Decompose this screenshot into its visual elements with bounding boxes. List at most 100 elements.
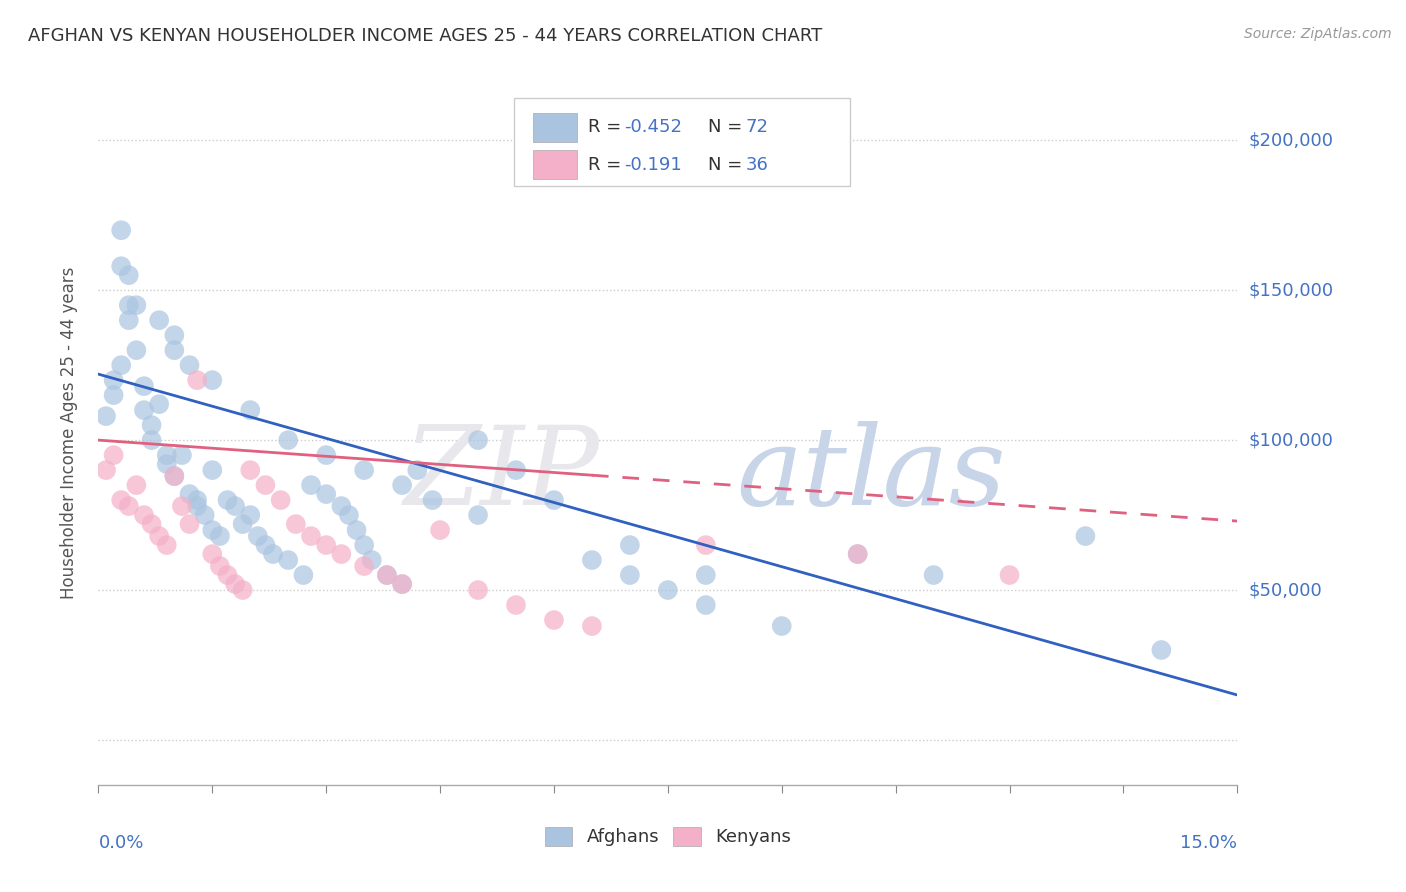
Point: [110, 259, 132, 273]
Point: [201, 547, 224, 561]
Point: [284, 517, 307, 532]
Point: [619, 568, 641, 582]
Point: [262, 547, 284, 561]
Point: [998, 568, 1021, 582]
Text: R =: R =: [588, 155, 627, 174]
Point: [118, 499, 141, 513]
Point: [156, 538, 179, 552]
Point: [132, 379, 155, 393]
Text: $50,000: $50,000: [1249, 581, 1323, 599]
Point: [299, 529, 322, 543]
Point: [846, 547, 869, 561]
Point: [467, 433, 489, 447]
Point: [201, 463, 224, 477]
Point: [110, 493, 132, 508]
FancyBboxPatch shape: [533, 150, 576, 179]
Point: [103, 448, 125, 462]
Text: 36: 36: [745, 155, 768, 174]
Text: N =: N =: [707, 119, 748, 136]
Point: [337, 508, 360, 522]
Point: [581, 553, 603, 567]
Text: ZIP: ZIP: [404, 421, 599, 529]
Point: [217, 493, 239, 508]
Point: [270, 493, 292, 508]
Point: [163, 328, 186, 343]
Point: [1074, 529, 1097, 543]
Point: [125, 298, 148, 312]
Point: [224, 577, 246, 591]
Point: [315, 538, 337, 552]
Point: [353, 463, 375, 477]
Text: 15.0%: 15.0%: [1180, 834, 1237, 852]
Point: [346, 523, 368, 537]
Point: [232, 517, 254, 532]
Point: [118, 313, 141, 327]
Point: [103, 373, 125, 387]
Point: [224, 499, 246, 513]
Point: [194, 508, 217, 522]
Point: [277, 553, 299, 567]
Point: [201, 373, 224, 387]
Text: 0.0%: 0.0%: [98, 834, 143, 852]
Point: [94, 463, 117, 477]
Point: [118, 268, 141, 283]
Point: [163, 469, 186, 483]
Point: [922, 568, 945, 582]
Point: [148, 529, 170, 543]
Text: R =: R =: [588, 119, 627, 136]
Point: [94, 409, 117, 424]
Point: [141, 418, 163, 433]
Point: [125, 478, 148, 492]
Point: [239, 403, 262, 417]
Point: [186, 493, 208, 508]
Point: [179, 358, 201, 372]
Point: [103, 388, 125, 402]
Point: [581, 619, 603, 633]
Point: [353, 559, 375, 574]
Point: [232, 582, 254, 597]
Point: [619, 538, 641, 552]
Point: [179, 487, 201, 501]
Text: atlas: atlas: [737, 421, 1005, 529]
Point: [170, 448, 193, 462]
Y-axis label: Householder Income Ages 25 - 44 years: Householder Income Ages 25 - 44 years: [59, 267, 77, 599]
Point: [695, 538, 717, 552]
FancyBboxPatch shape: [515, 98, 851, 186]
Point: [110, 223, 132, 237]
Text: -0.191: -0.191: [624, 155, 682, 174]
Point: [543, 493, 565, 508]
Text: $150,000: $150,000: [1249, 281, 1334, 299]
Point: [217, 568, 239, 582]
Text: AFGHAN VS KENYAN HOUSEHOLDER INCOME AGES 25 - 44 YEARS CORRELATION CHART: AFGHAN VS KENYAN HOUSEHOLDER INCOME AGES…: [28, 27, 823, 45]
Point: [186, 373, 208, 387]
Point: [239, 508, 262, 522]
FancyBboxPatch shape: [533, 112, 576, 142]
Point: [110, 358, 132, 372]
Text: 72: 72: [745, 119, 768, 136]
Point: [141, 517, 163, 532]
Point: [467, 508, 489, 522]
Point: [148, 397, 170, 411]
Point: [406, 463, 429, 477]
Point: [277, 433, 299, 447]
Point: [330, 499, 353, 513]
Point: [360, 553, 382, 567]
Point: [148, 313, 170, 327]
Point: [156, 457, 179, 471]
Point: [163, 469, 186, 483]
Point: [201, 523, 224, 537]
Text: $100,000: $100,000: [1249, 431, 1333, 449]
Point: [770, 619, 793, 633]
Point: [1150, 643, 1173, 657]
Point: [315, 448, 337, 462]
Point: [505, 598, 527, 612]
Point: [292, 568, 315, 582]
Point: [375, 568, 398, 582]
Point: [239, 463, 262, 477]
Point: [246, 529, 269, 543]
Text: $200,000: $200,000: [1249, 131, 1334, 149]
Point: [208, 559, 231, 574]
Point: [375, 568, 398, 582]
Point: [391, 577, 413, 591]
Point: [132, 403, 155, 417]
